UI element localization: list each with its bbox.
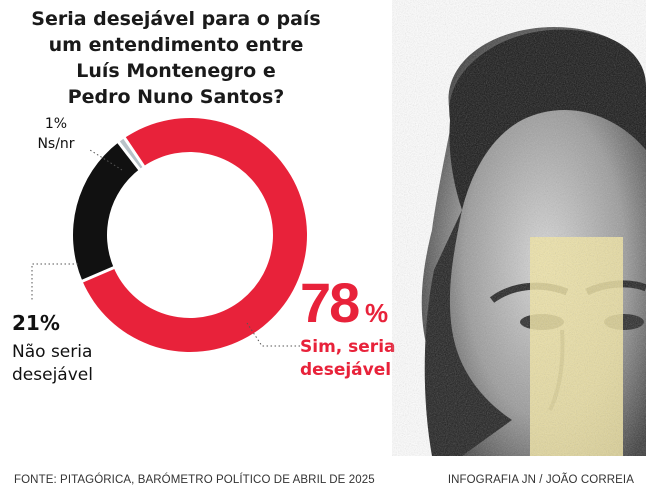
source-note: FONTE: PITAGÓRICA, BARÓMETRO POLÍTICO DE…: [14, 474, 375, 486]
data-label-nao: 21%: [12, 311, 60, 335]
slice-separator: [80, 265, 117, 284]
donut-chart: 78 % Sim, seria desejável 21% Não seria desejá…: [12, 116, 396, 385]
donut-slice-2: [118, 138, 144, 170]
credit-note: INFOGRAFIA JN / JOÃO CORREIA: [447, 474, 634, 486]
category-label-nao: Não seria: [12, 342, 92, 362]
data-label-sim-percent: %: [365, 298, 388, 328]
leader-line-sim: [246, 322, 300, 347]
chart-title: Seria desejável para o país um entendime…: [0, 6, 352, 110]
portrait-illustration: [392, 0, 646, 456]
data-label-nsnr: 1%: [45, 116, 67, 132]
category-label-sim: desejável: [300, 360, 391, 380]
category-label-sim: Sim, seria: [300, 337, 396, 357]
slice-separator: [116, 139, 142, 172]
chart-title-line: Luís Montenegro e: [76, 60, 276, 82]
chart-title-line: Pedro Nuno Santos?: [67, 86, 285, 108]
slice-separator: [122, 135, 146, 169]
leader-line-nao: [31, 263, 78, 300]
donut-slice-1: [72, 142, 140, 282]
chart-title-line: Seria desejável para o país: [31, 8, 321, 30]
category-label-nsnr: Ns/nr: [37, 136, 74, 152]
chart-title-line: um entendimento entre: [48, 34, 304, 56]
data-label-sim: 78: [300, 271, 359, 334]
category-label-nao: desejável: [12, 365, 93, 385]
donut-slice-0: [82, 118, 307, 352]
